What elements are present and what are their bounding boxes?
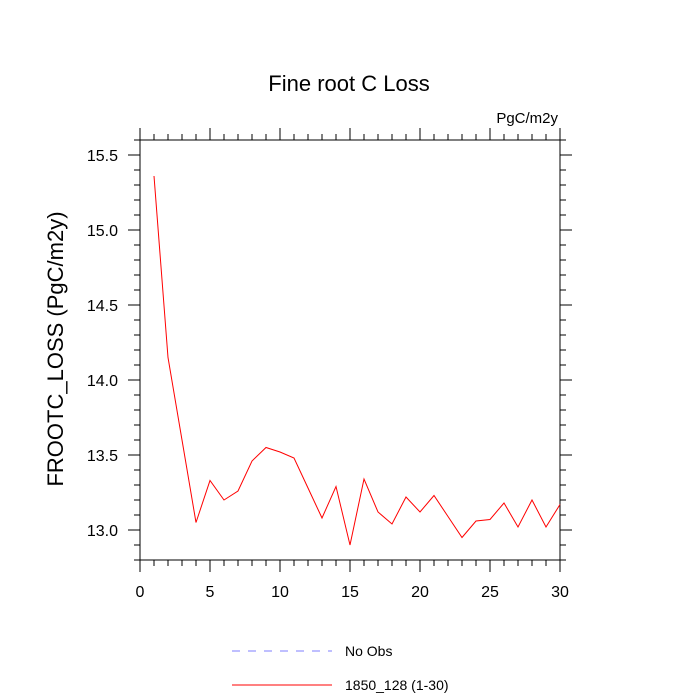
y-tick-label: 14.0 xyxy=(87,373,118,390)
legend: No Obs 1850_128 (1-30) xyxy=(232,643,449,693)
x-tick-label: 5 xyxy=(206,584,215,601)
legend-label-1850-128: 1850_128 (1-30) xyxy=(345,677,449,693)
plot-frame xyxy=(139,139,561,561)
series-line-1 xyxy=(153,175,561,546)
y-tick-label: 13.5 xyxy=(87,448,118,465)
x-tick-label: 25 xyxy=(481,584,499,601)
y-tick-label: 15.5 xyxy=(87,148,118,165)
x-tick-labels: 0 5 10 15 20 25 30 xyxy=(136,584,569,601)
x-tick-label: 0 xyxy=(136,584,145,601)
series-lines xyxy=(153,175,561,546)
axis-ticks xyxy=(128,128,572,572)
y-tick-labels: 13.0 13.5 14.0 14.5 15.0 15.5 xyxy=(87,148,118,540)
x-tick-label: 10 xyxy=(271,584,289,601)
x-tick-label: 20 xyxy=(411,584,429,601)
chart-title: Fine root C Loss xyxy=(268,71,429,96)
y-tick-label: 14.5 xyxy=(87,298,118,315)
x-tick-label: 30 xyxy=(551,584,569,601)
y-tick-label: 13.0 xyxy=(87,523,118,540)
y-axis-label: FROOTC_LOSS (PgC/m2y) xyxy=(43,211,68,486)
units-label: PgC/m2y xyxy=(496,110,558,127)
x-tick-label: 15 xyxy=(341,584,359,601)
y-tick-label: 15.0 xyxy=(87,223,118,240)
legend-label-no-obs: No Obs xyxy=(345,643,392,659)
